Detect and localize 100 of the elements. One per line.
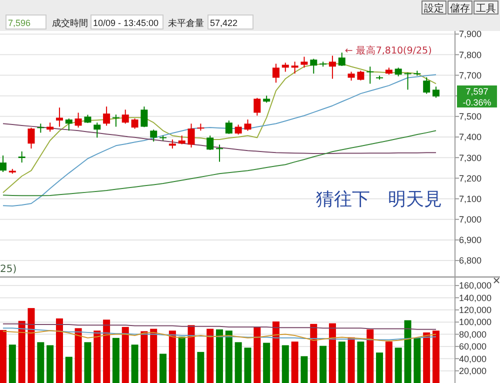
bar — [423, 332, 430, 383]
bar — [46, 345, 54, 383]
toolbar-button: 工具 — [474, 0, 498, 14]
bar — [414, 338, 421, 383]
line-series — [2, 123, 436, 154]
candlestick — [65, 118, 72, 132]
line-series — [2, 328, 436, 340]
y-tick-label: 7,500 — [459, 112, 482, 122]
text: 10/09 - 13:45:00 — [93, 18, 159, 28]
bar — [206, 328, 214, 383]
bar — [0, 330, 6, 383]
bar — [56, 318, 63, 383]
candlestick — [122, 109, 129, 124]
candlestick — [404, 72, 412, 90]
candlestick — [310, 58, 318, 74]
bar — [338, 342, 346, 383]
toolbar-button: 設定 — [422, 0, 446, 14]
y-tick-label: 7,000 — [459, 214, 482, 225]
bar — [348, 337, 355, 383]
y-tick-label: 120,000 — [459, 305, 492, 316]
bar — [28, 308, 35, 383]
candlestick — [216, 144, 223, 162]
text: 57,422 — [210, 18, 238, 28]
text: -0.36% — [462, 97, 492, 108]
y-tick-label: 7,800 — [459, 50, 482, 60]
bar — [291, 342, 298, 383]
bar — [18, 320, 26, 383]
y-tick-label: 6,800 — [459, 256, 482, 266]
bar — [131, 344, 138, 383]
bar — [310, 324, 318, 383]
candlestick — [432, 86, 440, 98]
candlestick — [0, 155, 6, 173]
candlestick — [112, 114, 120, 128]
candlestick — [18, 150, 26, 164]
y-tick-label: 160,000 — [459, 280, 492, 291]
y-tick-label: 60,000 — [459, 342, 487, 352]
bar — [385, 342, 392, 383]
bar — [244, 348, 252, 383]
candlestick — [150, 129, 158, 142]
bar — [150, 328, 158, 383]
bar — [74, 328, 82, 383]
candlestick — [234, 124, 242, 136]
bar — [94, 330, 101, 383]
annotation: 猜往下 明天見 — [316, 189, 442, 210]
bar — [394, 348, 402, 383]
y-tick-label: 20,000 — [459, 366, 487, 376]
y-tick-label: 80,000 — [459, 329, 487, 340]
bar — [404, 320, 412, 383]
annotation: 25) — [0, 264, 17, 275]
candlestick — [56, 107, 63, 128]
bar — [84, 342, 92, 383]
y-tick-label: 7,900 — [459, 29, 482, 40]
bar — [300, 356, 308, 383]
bar — [216, 329, 223, 383]
candlestick — [206, 135, 214, 150]
bar — [357, 342, 364, 383]
candlestick — [338, 52, 346, 66]
bar — [37, 342, 44, 383]
bar — [140, 331, 148, 383]
bar — [103, 320, 110, 383]
candlestick — [188, 123, 195, 148]
bar — [122, 326, 129, 383]
bar — [234, 342, 242, 383]
candlestick — [140, 106, 148, 128]
candlestick — [366, 66, 374, 84]
candlestick — [46, 122, 54, 132]
y-tick-label: 7,400 — [459, 132, 482, 142]
y-tick-label: 100,000 — [459, 317, 492, 328]
bar — [282, 345, 289, 383]
text: 成交時間 — [52, 18, 88, 28]
candlestick — [300, 56, 308, 68]
bar — [168, 330, 176, 383]
y-tick-label: 7,200 — [459, 173, 482, 184]
y-tick-label: 140,000 — [459, 292, 492, 303]
bar — [254, 326, 261, 383]
bar — [160, 354, 167, 383]
bar — [272, 321, 280, 383]
candlestick — [37, 123, 44, 134]
bar — [366, 329, 374, 383]
candlestick — [131, 118, 138, 130]
y-tick-label: 7,300 — [459, 152, 482, 163]
bar — [197, 352, 204, 383]
bar — [376, 352, 384, 383]
candlestick — [28, 127, 35, 150]
bar — [8, 344, 16, 383]
bar — [188, 325, 195, 383]
bar — [225, 330, 232, 383]
text: 未平倉量 — [168, 18, 204, 28]
candlestick — [423, 76, 430, 94]
candlestick — [357, 70, 364, 81]
candlestick — [328, 55, 336, 80]
candlestick — [254, 97, 261, 116]
text: 7,596 — [8, 18, 31, 28]
annotation: 7,597 — [466, 86, 488, 96]
candlestick — [168, 138, 176, 150]
candlestick — [244, 119, 252, 132]
candlestick — [272, 63, 280, 84]
bar — [432, 330, 440, 383]
toolbar-button: 儲存 — [448, 0, 472, 14]
y-tick-label: 6,900 — [459, 235, 482, 246]
